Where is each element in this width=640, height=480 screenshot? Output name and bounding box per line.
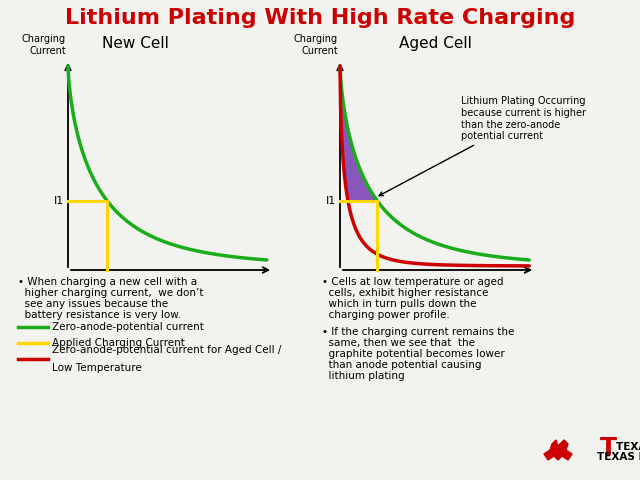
Text: same, then we see that  the: same, then we see that the	[322, 338, 475, 348]
Text: Lithium Plating With High Rate Charging: Lithium Plating With High Rate Charging	[65, 8, 575, 28]
Text: Applied Charging Current: Applied Charging Current	[52, 338, 185, 348]
Text: higher charging current,  we don’t: higher charging current, we don’t	[18, 288, 204, 298]
Text: TEXAS INSTRUMENTS: TEXAS INSTRUMENTS	[616, 442, 640, 452]
Text: I1: I1	[54, 196, 64, 206]
Text: Zero-anode-potential current: Zero-anode-potential current	[52, 322, 204, 332]
Text: TEXAS INSTRUMENTS: TEXAS INSTRUMENTS	[597, 452, 640, 462]
Text: graphite potential becomes lower: graphite potential becomes lower	[322, 349, 505, 359]
Text: battery resistance is very low.: battery resistance is very low.	[18, 310, 181, 320]
Text: New Cell: New Cell	[102, 36, 168, 51]
Text: Aged Cell: Aged Cell	[399, 36, 472, 51]
Text: Charging
Current: Charging Current	[22, 34, 66, 56]
Text: Charging
Current: Charging Current	[294, 34, 338, 56]
Polygon shape	[544, 440, 572, 460]
Text: Zero-anode-potential current for Aged Cell /: Zero-anode-potential current for Aged Ce…	[52, 345, 282, 355]
Text: which in turn pulls down the: which in turn pulls down the	[322, 299, 477, 309]
Text: Lithium Plating Occurring
because current is higher
than the zero-anode
potentia: Lithium Plating Occurring because curren…	[379, 96, 586, 196]
Text: Low Temperature: Low Temperature	[52, 363, 141, 373]
Text: lithium plating: lithium plating	[322, 371, 404, 381]
Text: I1: I1	[326, 196, 336, 206]
Text: see any issues because the: see any issues because the	[18, 299, 168, 309]
Text: cells, exhibit higher resistance: cells, exhibit higher resistance	[322, 288, 488, 298]
Text: than anode potential causing: than anode potential causing	[322, 360, 481, 370]
Text: T: T	[600, 436, 617, 460]
Text: • If the charging current remains the: • If the charging current remains the	[322, 327, 515, 337]
Text: • Cells at low temperature or aged: • Cells at low temperature or aged	[322, 277, 504, 287]
Text: • When charging a new cell with a: • When charging a new cell with a	[18, 277, 197, 287]
Text: charging power profile.: charging power profile.	[322, 310, 450, 320]
